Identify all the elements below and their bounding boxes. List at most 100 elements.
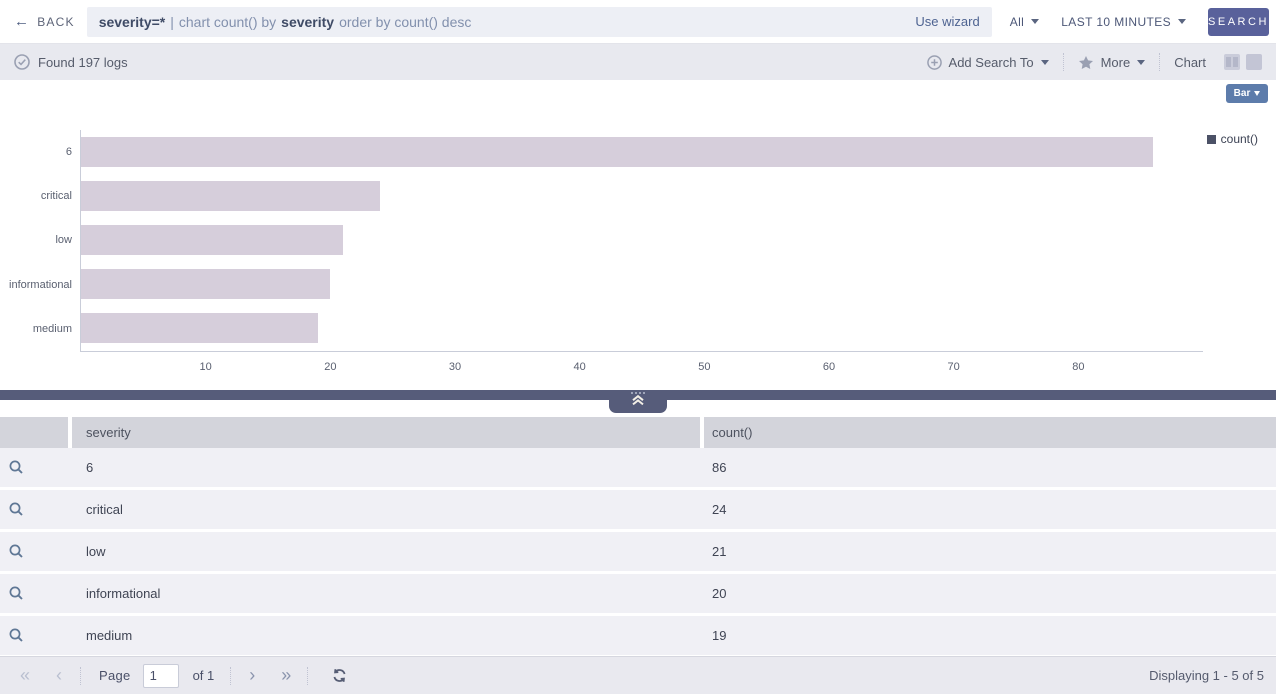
results-status: Found 197 logs (14, 54, 128, 70)
add-search-to-dropdown[interactable]: Add Search To (926, 54, 1049, 70)
cell-severity: 6 (86, 460, 94, 475)
grid-view-icon[interactable] (1246, 54, 1262, 70)
previous-page-button[interactable]: ‹ (46, 663, 72, 689)
search-row-icon[interactable] (8, 543, 25, 560)
chevron-down-icon (1178, 19, 1187, 24)
results-count-text: Found 197 logs (38, 54, 128, 70)
x-axis-ticks: 10 20 30 40 50 60 70 80 (81, 351, 1203, 381)
table-row[interactable]: 6 86 (0, 448, 1276, 487)
chevron-down-icon (1254, 91, 1261, 96)
chevron-down-icon (1031, 19, 1040, 24)
search-row-icon[interactable] (8, 501, 25, 518)
footer-separator (80, 666, 81, 685)
footer-separator (230, 666, 232, 685)
toolbar-separator (1159, 53, 1161, 71)
x-tick-label: 20 (324, 361, 337, 373)
table-row[interactable]: informational 20 (0, 574, 1276, 613)
last-page-button[interactable]: » (273, 663, 299, 689)
table-row[interactable]: critical 24 (0, 490, 1276, 529)
grip-dots-icon (631, 392, 645, 394)
results-table: severity count() 6 86 (0, 417, 1276, 655)
chart-panel: Bar count() 6 critical low informational… (0, 80, 1276, 390)
time-range-value: LAST 10 MINUTES (1061, 14, 1172, 29)
page-label: Page (99, 668, 131, 683)
chart-bar-row: critical (41, 174, 1203, 218)
header-severity[interactable]: severity (72, 417, 700, 448)
cell-severity: low (86, 544, 106, 559)
refresh-button[interactable] (326, 663, 352, 689)
cell-severity: critical (86, 502, 123, 517)
chart-type-dropdown[interactable]: Bar (1226, 84, 1268, 103)
chart-section-label: Chart (1174, 54, 1206, 70)
star-icon (1078, 55, 1093, 69)
query-pipe-token: | (170, 13, 174, 30)
x-tick-label: 60 (822, 361, 836, 373)
check-circle-icon (14, 54, 30, 70)
chart-legend: count() (1206, 132, 1258, 146)
panel-divider[interactable] (0, 390, 1276, 413)
back-label: BACK (37, 14, 75, 29)
more-dropdown[interactable]: More (1078, 55, 1146, 70)
header-count[interactable]: count() (704, 417, 1276, 448)
query-field-token: severity=* (98, 13, 166, 30)
footer-separator (307, 666, 309, 685)
cell-count: 19 (712, 628, 727, 643)
use-wizard-link[interactable]: Use wizard (915, 14, 980, 29)
chevron-double-up-icon (632, 394, 644, 406)
next-page-button[interactable]: › (239, 663, 265, 689)
table-header-row: severity count() (0, 417, 1276, 448)
toolbar-actions: Add Search To More Chart (926, 53, 1262, 71)
bar[interactable] (81, 269, 331, 300)
x-tick-label: 40 (573, 361, 586, 373)
search-query-input[interactable]: severity=* | chart count() by severity order… (86, 6, 992, 37)
chart-layout-toggles (1224, 54, 1262, 70)
cell-count: 21 (712, 544, 727, 559)
column-gap (700, 417, 704, 448)
chart-plot: 6 critical low informational medium 10 20… (9, 130, 1203, 373)
category-label: 6 (65, 146, 72, 159)
bar[interactable] (81, 180, 381, 211)
chevron-down-icon (1137, 59, 1146, 65)
search-query-text: severity=* | chart count() by severity order… (99, 14, 916, 30)
x-tick-label: 80 (1072, 361, 1085, 373)
collapse-chart-button[interactable] (609, 390, 667, 413)
displaying-range-text: Displaying 1 - 5 of 5 (1149, 668, 1264, 683)
search-row-icon[interactable] (8, 585, 25, 602)
x-tick-label: 10 (199, 361, 212, 373)
category-label: medium (32, 322, 72, 335)
bar[interactable] (81, 225, 343, 256)
query-field2-token: severity (281, 13, 335, 30)
search-row-icon[interactable] (8, 459, 25, 476)
top-search-bar: ← BACK severity=* | chart count() by severi… (0, 0, 1276, 44)
first-page-button[interactable]: « (12, 663, 38, 689)
back-button[interactable]: ← BACK (14, 14, 75, 29)
category-label: critical (40, 190, 72, 203)
page-of-label: of 1 (192, 668, 215, 683)
chart-bar-row: medium (33, 307, 1203, 351)
legend-marker (1206, 134, 1216, 144)
table-row[interactable]: medium 19 (0, 616, 1276, 655)
bar[interactable] (81, 313, 318, 344)
add-search-to-label: Add Search To (948, 54, 1034, 70)
chart-type-value: Bar (1233, 88, 1251, 99)
toolbar-separator (1062, 53, 1064, 71)
page-number-input[interactable] (142, 663, 179, 688)
column-gap (68, 417, 72, 448)
search-row-icon[interactable] (8, 627, 25, 644)
split-view-icon[interactable] (1224, 54, 1240, 70)
back-arrow-icon: ← (14, 13, 31, 30)
chevron-down-icon (1040, 59, 1049, 65)
cell-count: 20 (712, 586, 727, 601)
time-range-dropdown[interactable]: LAST 10 MINUTES (1061, 14, 1187, 29)
scope-dropdown[interactable]: All (1010, 15, 1040, 29)
x-tick-label: 50 (698, 361, 711, 373)
bar[interactable] (81, 136, 1154, 167)
search-button[interactable]: SEARCH (1208, 7, 1269, 36)
results-toolbar: Found 197 logs Add Search To More Chart (0, 44, 1276, 80)
x-tick-label: 70 (947, 361, 960, 373)
category-label: low (55, 234, 72, 247)
category-label: informational (9, 278, 72, 291)
cell-severity: informational (86, 586, 161, 601)
table-row[interactable]: low 21 (0, 532, 1276, 571)
table-body: 6 86 critical 24 low (0, 448, 1276, 655)
